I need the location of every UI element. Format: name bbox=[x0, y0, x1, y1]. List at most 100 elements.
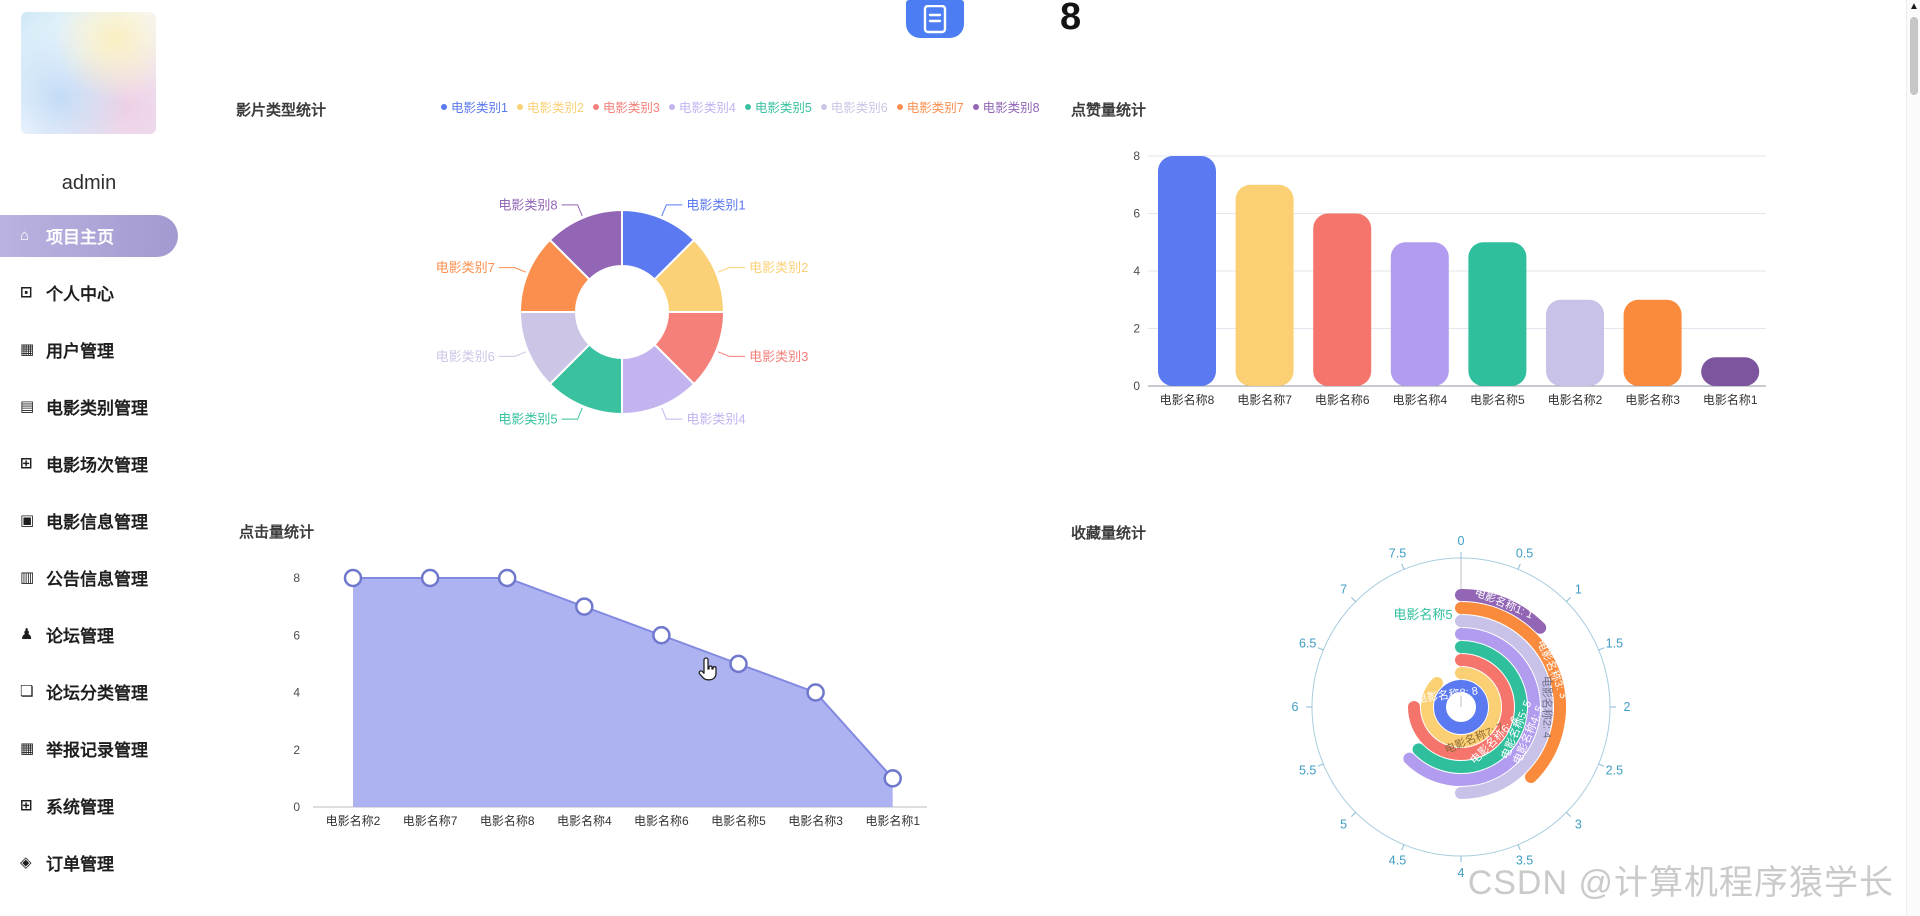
area-point-电影名称7[interactable] bbox=[420, 568, 440, 588]
bar-电影名称5[interactable] bbox=[1468, 242, 1527, 386]
legend-label: 电影类别5 bbox=[754, 101, 812, 115]
legend-marker bbox=[820, 103, 827, 110]
polar-bar-电影名称3[interactable] bbox=[1455, 602, 1566, 784]
polar-axis-tick-label: 1 bbox=[1575, 583, 1582, 597]
sidebar-item-9[interactable]: ❏ 论坛分类管理 bbox=[0, 663, 178, 720]
pie-label-line bbox=[561, 204, 583, 217]
scroll-up-arrow[interactable]: ▲ bbox=[1909, 1, 1919, 12]
polar-axis-tick-label: 4 bbox=[1458, 866, 1465, 880]
legend-label: 电影类别6 bbox=[830, 101, 888, 115]
legend-item-6[interactable]: 电影类别6 bbox=[820, 97, 888, 116]
header-count: 8 bbox=[1060, 0, 1082, 38]
bar-电影名称6[interactable] bbox=[1313, 213, 1372, 387]
sidebar-item-8[interactable]: ♟ 论坛管理 bbox=[0, 606, 178, 663]
system-icon: ⊞ bbox=[20, 797, 33, 814]
sidebar-item-label: 论坛管理 bbox=[46, 627, 114, 646]
sidebar-item-3[interactable]: ▦ 用户管理 bbox=[0, 321, 178, 378]
bar-电影名称7[interactable] bbox=[1235, 184, 1294, 386]
bar-电影名称1[interactable] bbox=[1701, 357, 1760, 386]
polar-bar-电影名称7[interactable] bbox=[1421, 667, 1501, 747]
polar-axis-tick-label: 2.5 bbox=[1606, 764, 1623, 778]
polar-bar-电影名称1[interactable] bbox=[1455, 589, 1547, 634]
username: admin bbox=[61, 172, 117, 194]
area-point-电影名称2[interactable] bbox=[343, 568, 363, 588]
sidebar-item-10[interactable]: ▦ 举报记录管理 bbox=[0, 720, 178, 777]
pie-label-line bbox=[661, 204, 683, 217]
polar-axis-tick-label: 5 bbox=[1340, 817, 1347, 831]
sidebar-item-label: 举报记录管理 bbox=[46, 741, 148, 760]
users-icon: ▦ bbox=[20, 341, 35, 358]
sidebar-item-5[interactable]: ⊞ 电影场次管理 bbox=[0, 435, 178, 492]
polar-tick bbox=[1317, 763, 1324, 767]
legend-label: 电影类别3 bbox=[602, 101, 660, 115]
forum-category-icon: ❏ bbox=[20, 683, 34, 700]
polar-tick bbox=[1351, 597, 1356, 602]
polar-axis-tick-label: 6.5 bbox=[1299, 636, 1316, 650]
polar-bar-电影名称2[interactable] bbox=[1455, 615, 1553, 799]
area-point-电影名称4[interactable] bbox=[575, 597, 594, 616]
scrollbar[interactable]: ▲ bbox=[1906, 0, 1920, 916]
sidebar-item-6[interactable]: ▣ 电影信息管理 bbox=[0, 492, 178, 549]
bar-电影名称2[interactable] bbox=[1546, 299, 1604, 386]
polar-bar-电影名称5[interactable] bbox=[1412, 641, 1527, 773]
polar-tick bbox=[1598, 763, 1605, 767]
bar-电影名称8[interactable] bbox=[1158, 156, 1216, 386]
x-axis-category-label: 电影名称3 bbox=[1625, 392, 1680, 407]
x-axis-category-label: 电影名称6 bbox=[634, 813, 689, 828]
sidebar: admin ⌂ 项目主页 ⊡ 个人中心 ▦ 用户管理 ▤ 电影类别管理 ⊞ 电影场次管理 ▣ 电影信息… bbox=[0, 0, 178, 916]
polar-axis-tick-label: 7.5 bbox=[1389, 547, 1406, 561]
legend-item-4[interactable]: 电影类别4 bbox=[668, 97, 736, 116]
pie-slice-label: 电影类别8 bbox=[498, 197, 557, 212]
x-axis-category-label: 电影名称8 bbox=[480, 813, 535, 828]
legend-marker bbox=[972, 103, 979, 110]
movie-info-icon: ▣ bbox=[20, 512, 35, 529]
sidebar-item-label: 电影类别管理 bbox=[46, 399, 148, 418]
legend-item-2[interactable]: 电影类别2 bbox=[516, 97, 584, 116]
sidebar-item-label: 论坛分类管理 bbox=[46, 684, 148, 703]
user-avatar[interactable] bbox=[21, 12, 156, 134]
area-point-电影名称6[interactable] bbox=[652, 626, 671, 645]
sidebar-item-label: 电影场次管理 bbox=[46, 456, 148, 475]
legend-item-3[interactable]: 电影类别3 bbox=[592, 97, 660, 116]
sidebar-item-2[interactable]: ⊡ 个人中心 bbox=[0, 264, 178, 321]
y-axis-tick-label: 2 bbox=[293, 743, 300, 757]
legend-item-8[interactable]: 电影类别8 bbox=[972, 97, 1040, 116]
area-point-电影名称8[interactable] bbox=[497, 568, 517, 588]
y-axis-tick-label: 8 bbox=[293, 571, 300, 585]
document-stat-card[interactable] bbox=[906, 0, 964, 38]
area-point-电影名称1[interactable] bbox=[883, 769, 902, 788]
legend-marker bbox=[592, 103, 599, 110]
y-axis-tick-label: 4 bbox=[1133, 264, 1140, 278]
bar-电影名称4[interactable] bbox=[1390, 242, 1449, 386]
pie-slice-label: 电影类别5 bbox=[498, 412, 557, 427]
announcement-icon: ▥ bbox=[20, 569, 35, 586]
area-point-电影名称3[interactable] bbox=[806, 683, 825, 702]
bar-电影名称3[interactable] bbox=[1623, 299, 1682, 386]
pie-label-line bbox=[661, 407, 683, 420]
polar-tick bbox=[1401, 563, 1405, 570]
sidebar-item-7[interactable]: ▥ 公告信息管理 bbox=[0, 549, 178, 606]
polar-bar-电影名称6[interactable] bbox=[1408, 654, 1514, 760]
y-axis-tick-label: 8 bbox=[1133, 149, 1140, 163]
sidebar-item-4[interactable]: ▤ 电影类别管理 bbox=[0, 378, 178, 435]
polar-axis-tick-label: 0.5 bbox=[1516, 547, 1533, 561]
legend-item-1[interactable]: 电影类别1 bbox=[441, 97, 508, 116]
polar-tick bbox=[1401, 844, 1405, 851]
profile-icon: ⊡ bbox=[20, 284, 33, 301]
polar-bar-电影名称4[interactable] bbox=[1403, 628, 1540, 786]
sidebar-item-1[interactable]: ⌂ 项目主页 bbox=[0, 207, 178, 264]
polar-bar-电影名称8[interactable] bbox=[1434, 680, 1488, 734]
area-point-电影名称5[interactable] bbox=[729, 654, 748, 674]
legend-label: 电影类别1 bbox=[451, 101, 508, 115]
home-icon: ⌂ bbox=[20, 227, 30, 244]
legend-item-7[interactable]: 电影类别7 bbox=[896, 97, 964, 116]
legend-item-5[interactable]: 电影类别5 bbox=[744, 97, 812, 116]
scrollbar-thumb[interactable] bbox=[1910, 17, 1918, 95]
sidebar-item-11[interactable]: ⊞ 系统管理 bbox=[0, 777, 178, 834]
x-axis-category-label: 电影名称6 bbox=[1315, 392, 1370, 407]
x-axis-category-label: 电影名称2 bbox=[1548, 392, 1603, 407]
pie-slice-label: 电影类别2 bbox=[749, 260, 808, 275]
x-axis-category-label: 电影名称7 bbox=[1237, 392, 1292, 407]
sidebar-item-12[interactable]: ◈ 订单管理 bbox=[0, 834, 178, 891]
pie-slice-8[interactable] bbox=[548, 208, 623, 281]
